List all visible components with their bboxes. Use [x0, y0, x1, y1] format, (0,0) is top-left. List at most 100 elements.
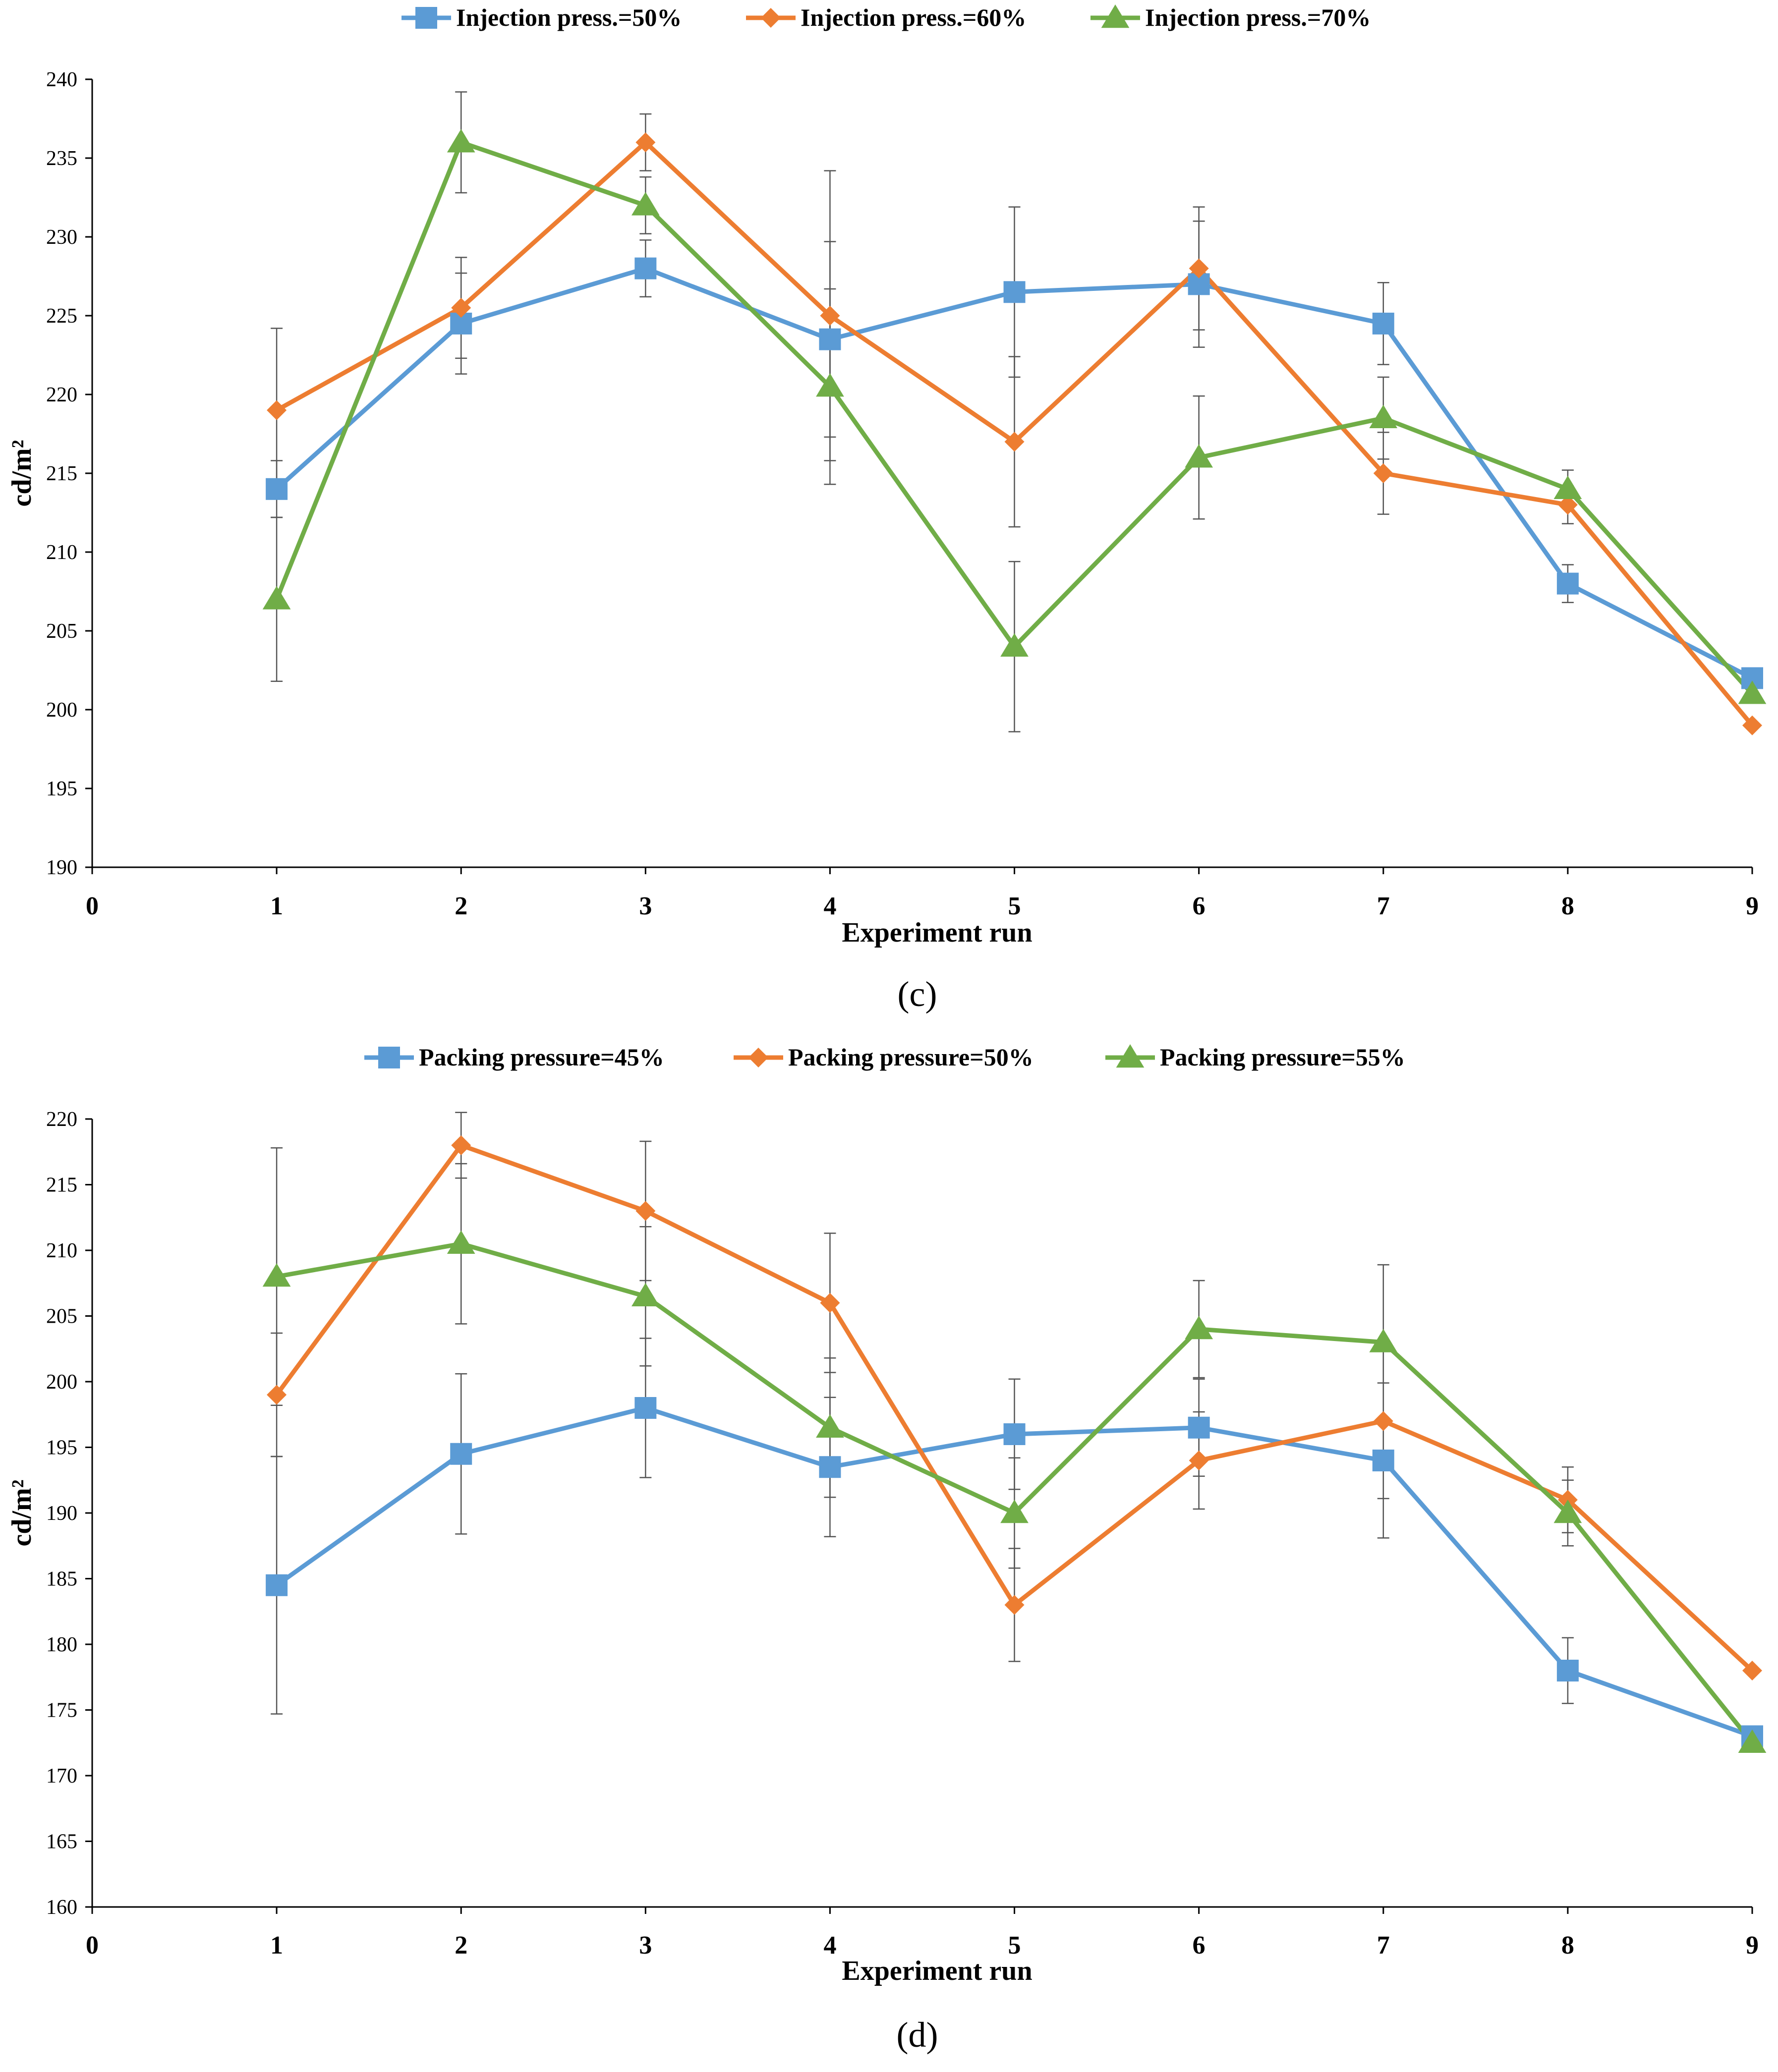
x-tick-label: 1: [270, 892, 283, 920]
x-tick-label: 2: [455, 1931, 467, 1960]
data-point-series-1: [1188, 1416, 1210, 1439]
data-point-series-1: [819, 328, 841, 350]
data-point-series-1: [634, 1397, 657, 1419]
data-point-series-2: [635, 132, 656, 153]
data-point-series-2: [1373, 463, 1393, 483]
data-point-series-3: [1000, 633, 1029, 657]
data-point-series-3: [1738, 1729, 1767, 1753]
data-point-series-3: [1000, 1500, 1029, 1523]
legend-marker: [748, 1048, 768, 1067]
x-tick-label: 6: [1193, 892, 1205, 920]
data-point-series-1: [266, 478, 288, 500]
y-tick-label: 180: [46, 1633, 77, 1656]
data-point-series-2: [1557, 495, 1578, 515]
y-tick-label: 195: [46, 1437, 77, 1459]
data-point-series-3: [1553, 475, 1582, 500]
y-tick-label: 200: [46, 699, 77, 722]
legend-marker: [415, 7, 437, 29]
x-axis-title: Experiment run: [842, 1956, 1032, 1986]
data-point-series-2: [267, 1385, 287, 1405]
data-point-series-3: [1738, 680, 1767, 704]
data-point-series-3: [1185, 1316, 1213, 1340]
panel-label: (c): [898, 974, 937, 1014]
x-tick-label: 1: [270, 1931, 283, 1960]
legend-marker: [1116, 1044, 1145, 1068]
y-tick-label: 185: [46, 1568, 77, 1591]
legend-marker: [1101, 4, 1130, 28]
data-point-series-2: [1742, 1661, 1762, 1680]
data-point-series-1: [819, 1456, 841, 1478]
data-point-series-3: [816, 1414, 844, 1438]
data-point-series-2: [451, 298, 471, 318]
y-tick-label: 165: [46, 1831, 77, 1853]
data-point-series-3: [1369, 1329, 1398, 1352]
x-tick-label: 7: [1377, 892, 1390, 920]
chart-panel-1: 190 195 200 205 210 215 220 225 230 235 240 0 1 2 3 4 5 6…: [6, 3, 1767, 1014]
legend-label-3: Packing pressure=55%: [1160, 1043, 1405, 1071]
x-tick-label: 9: [1746, 892, 1759, 920]
data-point-series-2: [451, 1135, 471, 1155]
y-tick-label: 160: [46, 1896, 77, 1919]
data-point-series-3: [1369, 404, 1398, 428]
x-tick-label: 6: [1193, 1931, 1205, 1960]
x-tick-label: 0: [86, 892, 99, 920]
data-point-series-3: [262, 586, 291, 610]
x-tick-label: 4: [823, 892, 836, 920]
y-axis-title: cd/m²: [6, 1480, 37, 1547]
data-point-series-1: [1003, 281, 1026, 303]
y-tick-label: 230: [46, 226, 77, 249]
x-tick-label: 4: [823, 1931, 836, 1960]
chart-panel-2: 1601651701751801851901952002052102152200…: [6, 1043, 1767, 2055]
y-tick-label: 220: [46, 384, 77, 406]
legend-marker: [378, 1047, 400, 1068]
y-tick-label: 210: [46, 541, 77, 564]
y-tick-label: 200: [46, 1371, 77, 1394]
y-tick-label: 205: [46, 620, 77, 643]
y-tick-label: 225: [46, 305, 77, 328]
y-axis-title: cd/m²: [6, 440, 37, 507]
data-point-series-1: [1556, 572, 1579, 595]
y-tick-label: 205: [46, 1305, 77, 1328]
data-point-series-2: [820, 306, 840, 326]
data-point-series-1: [1372, 1450, 1394, 1471]
data-point-series-3: [447, 129, 475, 153]
y-tick-label: 210: [46, 1239, 77, 1262]
x-tick-label: 8: [1561, 1931, 1574, 1960]
data-point-series-1: [634, 257, 657, 280]
y-tick-label: 195: [46, 778, 77, 800]
x-tick-label: 2: [455, 892, 467, 920]
data-point-series-2: [635, 1201, 656, 1221]
data-point-series-2: [820, 1293, 840, 1313]
data-point-series-2: [1004, 1595, 1025, 1615]
data-point-series-2: [1373, 1411, 1393, 1431]
x-tick-label: 5: [1008, 892, 1021, 920]
legend-label-1: Packing pressure=45%: [419, 1043, 664, 1071]
data-point-series-1: [450, 1443, 472, 1465]
data-point-series-3: [262, 1263, 291, 1287]
data-point-series-1: [1372, 312, 1394, 335]
data-point-series-2: [267, 400, 287, 420]
y-tick-label: 190: [46, 1502, 77, 1525]
x-tick-label: 7: [1377, 1931, 1390, 1960]
data-point-series-1: [266, 1574, 288, 1596]
x-tick-label: 9: [1746, 1931, 1759, 1960]
data-point-series-3: [1185, 444, 1213, 468]
x-tick-label: 3: [639, 1931, 652, 1960]
x-tick-label: 8: [1561, 892, 1574, 920]
data-point-series-3: [816, 373, 844, 397]
panel-label: (d): [897, 2015, 938, 2055]
x-tick-label: 3: [639, 892, 652, 920]
y-tick-label: 235: [46, 147, 77, 170]
data-point-series-2: [1742, 715, 1762, 735]
data-point-series-2: [1004, 432, 1025, 452]
legend-label-3: Injection press.=70%: [1145, 3, 1371, 31]
y-tick-label: 170: [46, 1765, 77, 1788]
data-point-series-3: [631, 192, 660, 216]
y-tick-label: 215: [46, 462, 77, 485]
data-point-series-1: [1556, 1660, 1579, 1681]
y-tick-label: 215: [46, 1174, 77, 1197]
legend-label-1: Injection press.=50%: [456, 3, 682, 31]
x-tick-label: 0: [86, 1931, 99, 1960]
